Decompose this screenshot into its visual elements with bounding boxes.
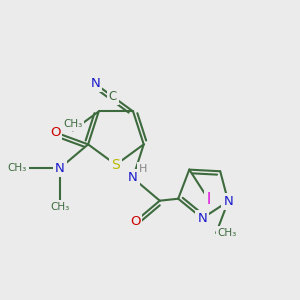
Text: N: N <box>128 172 138 184</box>
Text: O: O <box>130 215 140 228</box>
Text: S: S <box>112 158 120 172</box>
Text: N: N <box>223 195 233 208</box>
Text: CH₃: CH₃ <box>7 163 26 173</box>
Text: N: N <box>55 161 65 175</box>
Text: I: I <box>206 192 211 207</box>
Text: H: H <box>139 164 147 174</box>
Text: CH₃: CH₃ <box>50 202 70 212</box>
Text: CH₃: CH₃ <box>218 228 237 238</box>
Text: CH₃: CH₃ <box>63 119 82 129</box>
Text: C: C <box>109 90 117 103</box>
Text: O: O <box>50 126 60 139</box>
Text: N: N <box>90 77 100 90</box>
Text: N: N <box>197 212 207 225</box>
